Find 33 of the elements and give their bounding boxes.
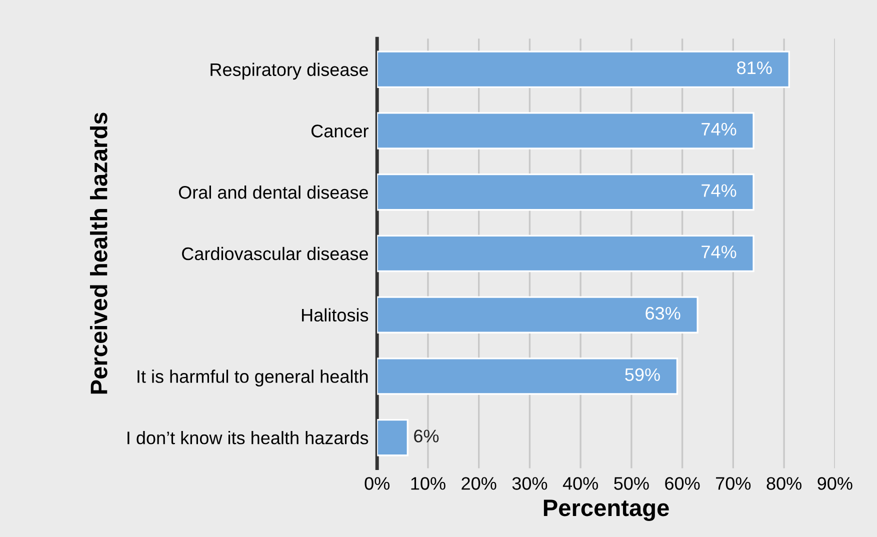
x-tick-label: 10%	[411, 477, 446, 490]
bar	[377, 296, 698, 334]
data-label: 63%	[646, 306, 680, 320]
x-tick-label: 20%	[462, 477, 496, 490]
y-tick-label: Oral and dental disease	[178, 186, 368, 199]
y-axis-title: Perceived health hazards	[90, 112, 108, 394]
data-label: 59%	[625, 368, 660, 382]
bar	[377, 50, 790, 88]
bar	[377, 358, 678, 395]
bar	[377, 418, 408, 456]
x-tick-label: 50%	[614, 477, 649, 490]
x-tick-label: 30%	[512, 477, 548, 490]
y-tick-label: Cardiovascular disease	[182, 246, 368, 260]
x-axis-title: Percentage	[544, 500, 669, 521]
x-tick-label: 70%	[716, 477, 751, 490]
bar	[377, 112, 754, 150]
y-tick-label: Halitosis	[302, 308, 368, 322]
y-tick-label: I don’t know its health hazards	[128, 431, 368, 444]
bar	[377, 173, 754, 211]
y-tick-label: It is harmful to general health	[138, 370, 368, 386]
data-label: 74%	[702, 246, 736, 258]
bar	[377, 234, 754, 272]
y-tick-label: Respiratory disease	[210, 62, 368, 80]
data-label: 6%	[414, 430, 439, 442]
x-tick-label: 60%	[665, 477, 700, 490]
data-label: 74%	[702, 122, 736, 136]
data-label: 81%	[737, 61, 772, 74]
x-tick-label: 40%	[562, 477, 598, 490]
data-label: 74%	[702, 184, 736, 197]
x-tick-label: 0%	[364, 477, 390, 490]
x-tick-label: 80%	[766, 477, 802, 490]
x-tick-label: 90%	[818, 477, 852, 490]
y-tick-label: Cancer	[311, 124, 368, 138]
